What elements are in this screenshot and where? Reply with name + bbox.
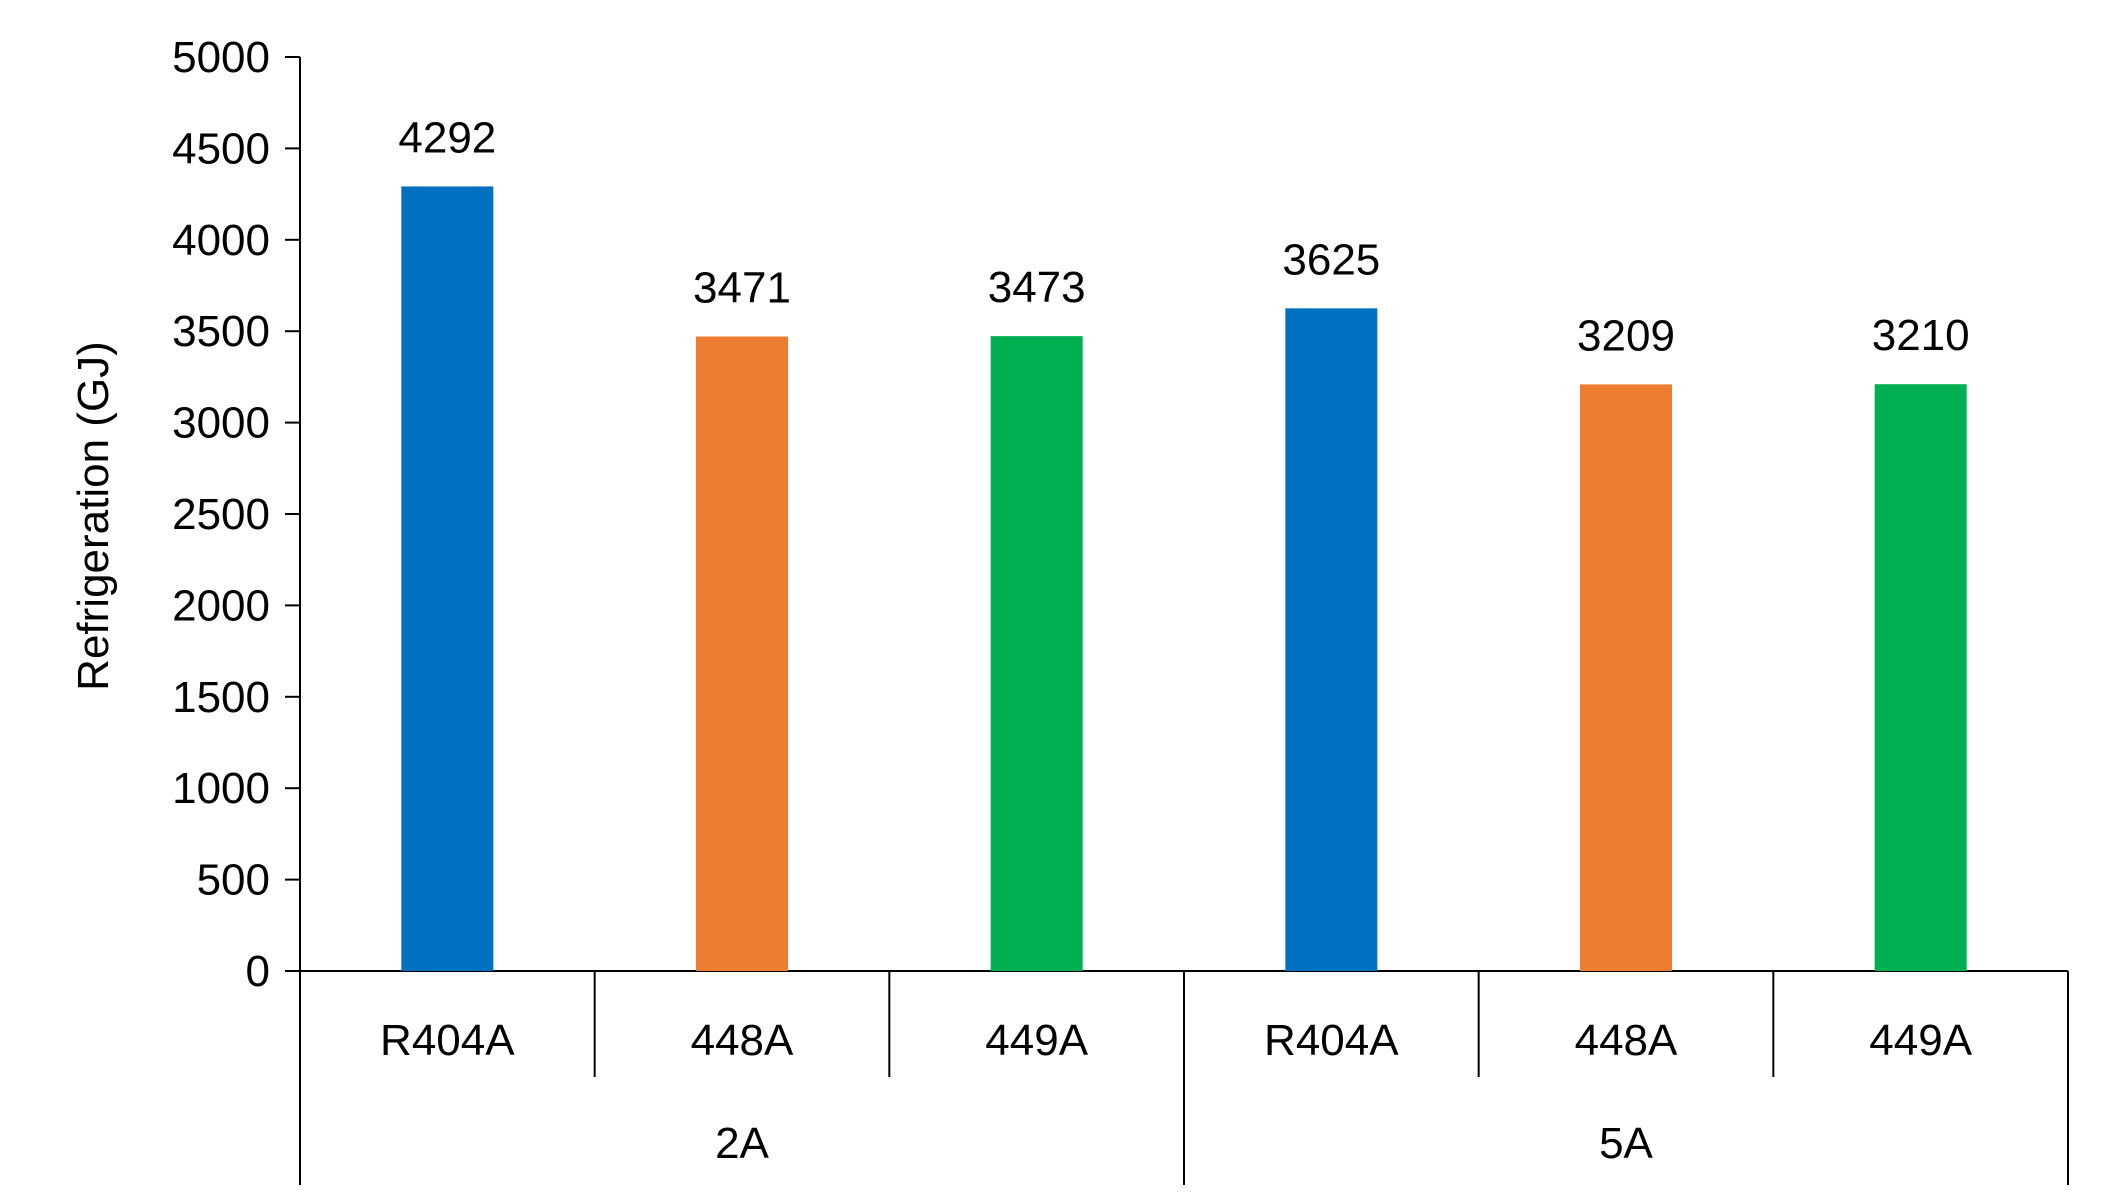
y-tick-label: 1000 <box>172 764 270 813</box>
category-label: 448A <box>1575 1016 1678 1065</box>
y-axis-title: Refrigeration (GJ) <box>69 341 118 691</box>
category-label: R404A <box>1264 1016 1399 1065</box>
y-tick-label: 5000 <box>172 33 270 82</box>
category-label: 448A <box>691 1016 794 1065</box>
bar <box>1580 384 1672 972</box>
data-label: 3209 <box>1577 311 1675 360</box>
data-labels: 4292 3471 3473 3625 3209 3210 <box>398 113 1969 360</box>
data-label: 3471 <box>693 264 791 313</box>
bar <box>1874 384 1967 971</box>
y-tick-label: 500 <box>197 856 270 905</box>
y-tick-label: 4500 <box>172 124 270 173</box>
bar <box>990 336 1083 971</box>
y-tick-label: 3500 <box>172 307 270 356</box>
bar <box>696 336 788 971</box>
y-tick-label: 4000 <box>172 216 270 265</box>
y-tick-label: 2000 <box>172 581 270 630</box>
bars <box>401 186 1967 972</box>
x-axis: 2A 5A R404A 448A 449A R404A 448A 449A <box>285 970 2069 1185</box>
category-label: 449A <box>985 1016 1088 1065</box>
group-label: 5A <box>1599 1119 1653 1168</box>
y-axis: 0 500 1000 1500 2000 2500 3000 3500 4000 4500 5000 <box>172 33 301 996</box>
bar <box>401 186 494 972</box>
y-tick-label: 2500 <box>172 490 270 539</box>
data-label: 3625 <box>1282 235 1380 284</box>
category-label: R404A <box>380 1016 515 1065</box>
data-label: 3210 <box>1872 311 1970 360</box>
y-tick-label: 1500 <box>172 673 270 722</box>
group-label: 2A <box>715 1119 769 1168</box>
bar <box>1285 308 1378 972</box>
data-label: 4292 <box>398 113 496 162</box>
y-tick-label: 3000 <box>172 399 270 448</box>
category-label: 449A <box>1869 1016 1972 1065</box>
data-label: 3473 <box>988 263 1086 312</box>
y-tick-label: 0 <box>246 947 270 996</box>
